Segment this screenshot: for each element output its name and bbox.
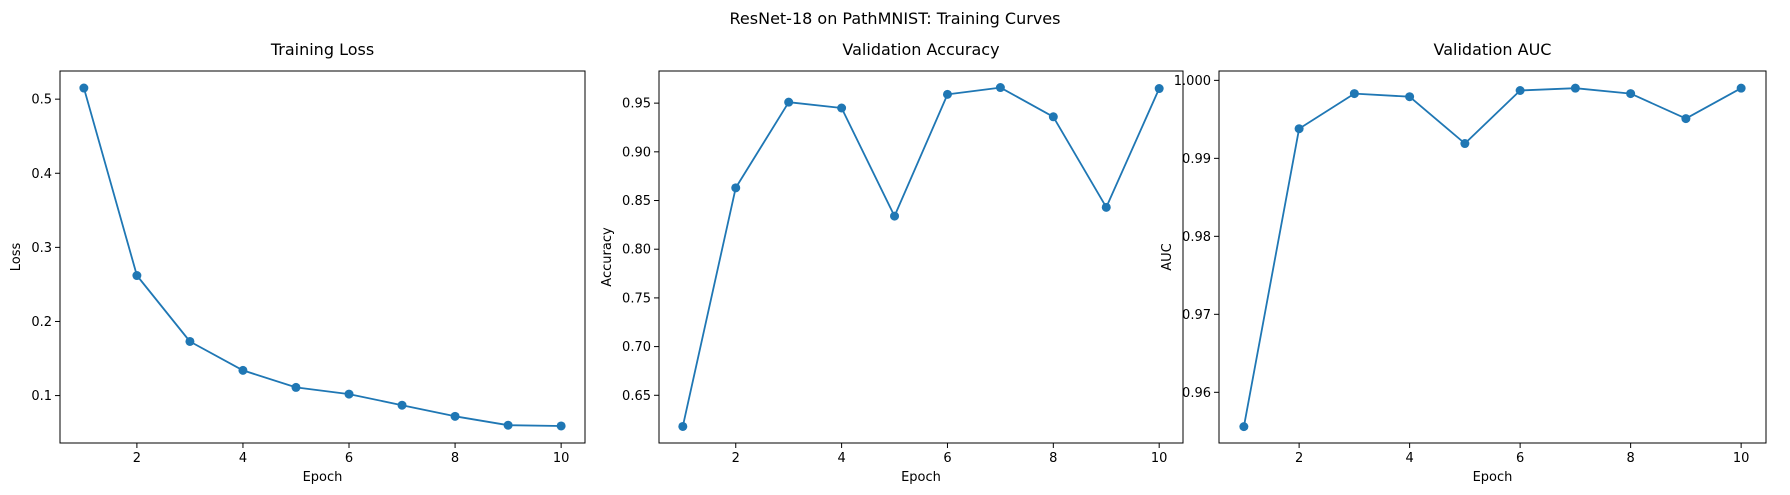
chart-panel-2: Validation Accuracy 2 4 6 8 10 0.65 0.70 0.75 0.8… xyxy=(600,40,1184,485)
data-point xyxy=(503,420,513,430)
y-tick-label: 0.98 xyxy=(1182,230,1211,245)
data-point xyxy=(450,411,460,421)
data-point xyxy=(837,103,847,113)
y-tick-label: 0.1 xyxy=(31,389,52,404)
data-point xyxy=(556,421,566,431)
y-axis-label: Accuracy xyxy=(600,227,615,287)
data-point xyxy=(890,211,900,221)
data-point xyxy=(238,365,248,375)
x-tick-label: 10 xyxy=(1733,451,1750,466)
x-tick-label: 8 xyxy=(1049,451,1057,466)
y-tick-label: 0.90 xyxy=(622,145,651,160)
y-tick-label: 0.4 xyxy=(31,167,52,182)
data-point xyxy=(132,271,142,281)
data-point xyxy=(942,89,952,99)
y-tick-label: 0.96 xyxy=(1182,386,1211,401)
y-tick-label: 0.2 xyxy=(31,315,52,330)
x-axis-label: Epoch xyxy=(303,470,343,485)
plot-area-frame xyxy=(658,70,1184,444)
y-axis-label: Loss xyxy=(9,243,24,272)
data-point xyxy=(1154,84,1164,94)
series-line xyxy=(83,87,562,427)
data-point xyxy=(1294,124,1304,134)
data-point xyxy=(185,336,195,346)
y-tick-label: 0.70 xyxy=(622,340,651,355)
x-tick-label: 6 xyxy=(345,451,353,466)
data-point xyxy=(1736,83,1746,93)
data-point xyxy=(344,389,354,399)
y-tick-label: 0.95 xyxy=(622,97,651,112)
x-tick-label: 8 xyxy=(451,451,459,466)
x-tick-label: 10 xyxy=(1151,451,1168,466)
y-tick-label: 0.3 xyxy=(31,241,52,256)
x-axis-label: Epoch xyxy=(1473,470,1513,485)
data-point xyxy=(1570,83,1580,93)
chart-title: Validation Accuracy xyxy=(842,40,999,59)
data-point xyxy=(397,400,407,410)
x-tick-label: 4 xyxy=(837,451,845,466)
x-tick-label: 10 xyxy=(553,451,570,466)
data-point xyxy=(1349,89,1359,99)
plot-area-frame xyxy=(1218,70,1767,444)
chart-title: Validation AUC xyxy=(1434,40,1552,59)
data-point xyxy=(1515,85,1525,95)
x-tick-label: 2 xyxy=(133,451,141,466)
y-tick-label: 0.85 xyxy=(622,194,651,209)
data-point xyxy=(1405,92,1415,102)
x-tick-label: 8 xyxy=(1626,451,1634,466)
y-tick-label: 0.5 xyxy=(31,93,52,108)
data-point xyxy=(79,83,89,93)
figure-suptitle: ResNet-18 on PathMNIST: Training Curves xyxy=(730,9,1061,28)
x-tick-label: 6 xyxy=(1516,451,1524,466)
plot-area-frame xyxy=(59,70,586,444)
data-point xyxy=(1681,114,1691,124)
y-tick-label: 0.97 xyxy=(1182,308,1211,323)
y-tick-label: 0.75 xyxy=(622,291,651,306)
x-tick-label: 6 xyxy=(943,451,951,466)
x-tick-label: 4 xyxy=(239,451,247,466)
data-point xyxy=(1239,422,1249,432)
data-point xyxy=(995,83,1005,93)
data-point xyxy=(1626,89,1636,99)
chart-title: Training Loss xyxy=(270,40,374,59)
data-point xyxy=(678,421,688,431)
y-axis-label: AUC xyxy=(1160,243,1175,271)
y-tick-label: 0.99 xyxy=(1182,152,1211,167)
series-line xyxy=(1243,87,1742,427)
chart-panel-3: Validation AUC 2 4 6 8 10 0.96 0.97 0.98 0.99 1.00… xyxy=(1160,40,1767,485)
chart-panel-1: Training Loss 2 4 6 8 10 0.1 0.2 0.3 0.4 0.5 Epoch L… xyxy=(9,40,586,485)
series-line xyxy=(681,86,1161,427)
y-tick-label: 0.65 xyxy=(622,389,651,404)
y-tick-label: 1.000 xyxy=(1174,74,1211,89)
x-tick-label: 2 xyxy=(732,451,740,466)
data-point xyxy=(731,183,741,193)
data-point xyxy=(1048,112,1058,122)
x-axis-label: Epoch xyxy=(901,470,941,485)
data-point xyxy=(784,97,794,107)
x-tick-label: 4 xyxy=(1405,451,1413,466)
data-point xyxy=(1460,139,1470,149)
x-tick-label: 2 xyxy=(1295,451,1303,466)
y-tick-label: 0.80 xyxy=(622,243,651,258)
data-point xyxy=(291,382,301,392)
data-point xyxy=(1101,202,1111,212)
